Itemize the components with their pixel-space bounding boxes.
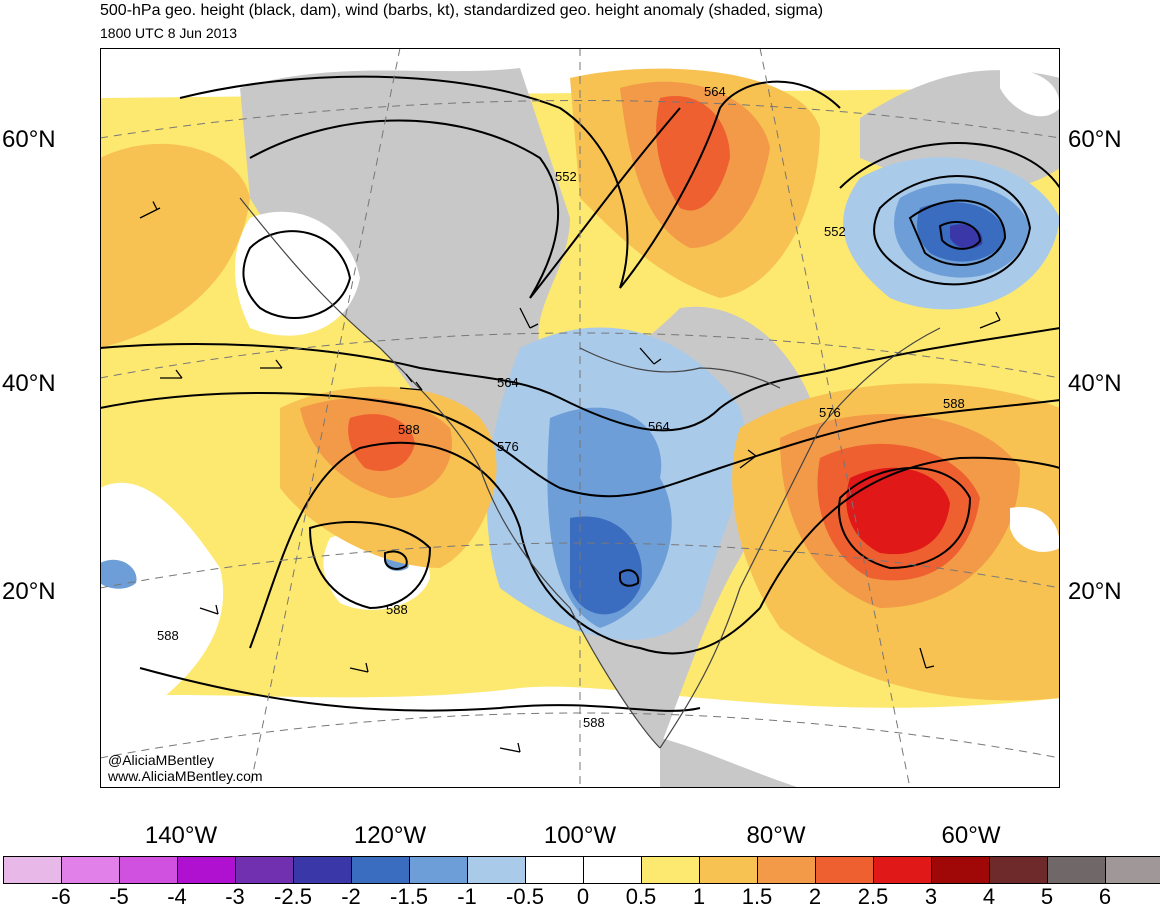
contour-label: 564 — [648, 419, 670, 434]
anomaly-core-newfoundland-low — [950, 224, 983, 249]
colorbar-swatch — [699, 856, 758, 884]
colorbar-tick-label: 0 — [576, 884, 590, 909]
colorbar-tick-label: 6 — [1098, 884, 1112, 909]
lon-label: 140°W — [144, 822, 218, 849]
map-subtitle: 1800 UTC 8 Jun 2013 — [100, 25, 237, 41]
anomaly-white-atlantic-east — [1010, 507, 1060, 552]
anomaly-white-arctic-ne — [1000, 68, 1060, 117]
colorbar-tick-label: 1 — [692, 884, 706, 909]
contour-label: 588 — [386, 602, 408, 617]
lon-label: 120°W — [353, 822, 427, 849]
anomaly-red-hudson-bay — [656, 96, 730, 211]
contour-label: 576 — [819, 405, 841, 420]
colorbar-swatch — [3, 856, 62, 884]
colorbar-swatch — [757, 856, 816, 884]
colorbar-tick-label: -2 — [341, 884, 361, 909]
colorbar-swatch — [351, 856, 410, 884]
contour-588-south — [139, 667, 701, 712]
coastlines — [239, 197, 941, 749]
colorbar-swatch — [989, 856, 1048, 884]
colorbar-tick-label: -2.5 — [274, 884, 312, 909]
contour-588-baja-inner — [384, 550, 408, 570]
contour-label: 588 — [583, 715, 605, 730]
lat-label-left: 40°N — [2, 370, 56, 397]
contour-label: 588 — [157, 628, 179, 643]
contour-label: 564 — [704, 84, 726, 99]
contour-576-trough — [100, 392, 1060, 498]
colorbar-tick-label: 2.5 — [857, 884, 889, 909]
height-contours — [100, 75, 1060, 712]
map-title: 500-hPa geo. height (black, dam), wind (… — [100, 2, 824, 19]
contour-552-canada — [249, 107, 681, 299]
graticule — [100, 48, 1060, 788]
colorbar-tick-label: -4 — [167, 884, 187, 909]
colorbar-swatch — [409, 856, 468, 884]
lat-label-right: 60°N — [1068, 126, 1122, 153]
colorbar-tick-label: -1.5 — [390, 884, 428, 909]
contour-588-western-us — [249, 441, 761, 655]
contour-label: 552 — [555, 169, 577, 184]
colorbar-swatch — [641, 856, 700, 884]
colorbar-swatch — [873, 856, 932, 884]
colorbar-tick-label: -0.5 — [506, 884, 544, 909]
contour-gulf-mexico-low — [619, 569, 640, 587]
colorbar-swatch — [177, 856, 236, 884]
contour-atlantic-ridge-closed — [838, 467, 972, 570]
colorbar-swatch — [61, 856, 120, 884]
contour-newfoundland-outer — [839, 142, 1060, 189]
lat-label-left: 20°N — [2, 578, 56, 605]
land-central-america — [660, 738, 800, 788]
lon-label: 60°W — [941, 822, 1001, 849]
colorbar-swatch — [293, 856, 352, 884]
lat-label-left: 60°N — [2, 126, 56, 153]
contour-label: 552 — [824, 224, 846, 239]
contour-newfoundland-ring-1 — [873, 175, 1032, 286]
colorbar-swatch — [931, 856, 990, 884]
anomaly-red-western-us-ridge — [348, 414, 415, 471]
colorbar-swatch — [119, 856, 178, 884]
map-border — [100, 48, 1060, 788]
contour-label: 564 — [497, 375, 519, 390]
wind-barbs — [139, 201, 1001, 753]
colorbar-swatch — [235, 856, 294, 884]
contour-564-trough — [100, 327, 1060, 432]
contour-newfoundland-ring-3 — [938, 221, 982, 250]
colorbar-swatch — [815, 856, 874, 884]
colorbar-tick-label: -1 — [457, 884, 477, 909]
contour-gulf-alaska-low — [242, 230, 352, 319]
colorbar-tick-label: 2 — [808, 884, 822, 909]
colorbar-tick-label: -5 — [109, 884, 129, 909]
contour-newfoundland-ring-2 — [908, 199, 1007, 266]
anomaly-core-atlantic-ridge — [846, 467, 950, 555]
colorbar-tick-label: 0.5 — [625, 884, 657, 909]
lon-label: 80°W — [746, 822, 806, 849]
credit-handle: @AliciaMBentley — [108, 752, 215, 768]
colorbar-swatch — [467, 856, 526, 884]
colorbar-swatch — [583, 856, 642, 884]
contour-588-atlantic — [759, 456, 1060, 609]
anomaly-white-pacific-sw — [100, 482, 224, 738]
anomaly-orange-alaska — [100, 143, 250, 348]
anomaly-blue-pacific-west — [100, 559, 137, 589]
contour-labels: 564 552 552 564 576 564 576 588 588 588 … — [157, 84, 965, 730]
contour-588-baja-low — [308, 521, 432, 610]
lat-label-right: 20°N — [1068, 578, 1122, 605]
colorbar-tick-label: 3 — [924, 884, 938, 909]
contour-label: 588 — [398, 422, 420, 437]
colorbar-tick-label: -3 — [225, 884, 245, 909]
contour-label: 588 — [943, 396, 965, 411]
colorbar-swatch — [525, 856, 584, 884]
map-panel: 564 552 552 564 576 564 576 588 588 588 … — [100, 48, 1060, 788]
lat-label-right: 40°N — [1068, 370, 1122, 397]
colorbar-tick-label: 1.5 — [741, 884, 773, 909]
colorbar-tick-label: -6 — [51, 884, 71, 909]
colorbar-swatch — [1047, 856, 1106, 884]
colorbar-tick-label: 5 — [1040, 884, 1054, 909]
anomaly-deep-blue-texas — [570, 516, 642, 615]
colorbar-tick-label: 4 — [982, 884, 996, 909]
credit-website: www.AliciaMBentley.com — [108, 768, 263, 784]
lon-label: 100°W — [543, 822, 617, 849]
contour-label: 576 — [497, 439, 519, 454]
colorbar-swatch — [1105, 856, 1160, 884]
